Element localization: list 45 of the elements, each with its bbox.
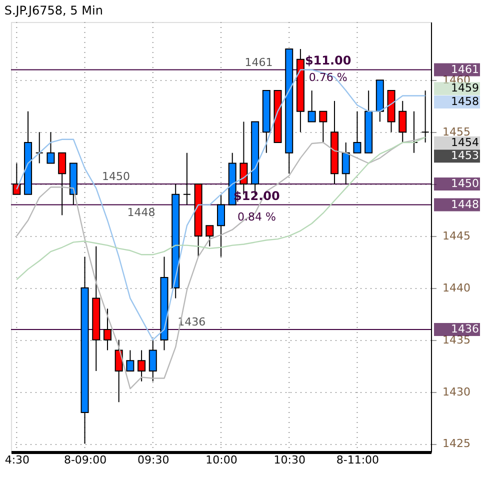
y-tick-label: 1430 [442,385,470,398]
candlestick [206,225,214,247]
y-tick-label: 1440 [442,281,470,294]
y-tick-label: 1425 [442,437,470,450]
y-tick-label: 1445 [442,229,470,242]
text: 1450 [451,177,479,190]
candlestick [342,142,350,185]
x-tick-label: 09:30 [138,454,170,466]
x-tick-label: 10:00 [206,454,238,466]
chart-title: S.JP.J6758, 5 Min [4,4,103,18]
candlestick [421,90,430,143]
candlestick [103,308,112,351]
candlestick [46,132,55,164]
candlestick [398,100,407,143]
candlestick [148,339,157,382]
text: 1461 [451,62,479,76]
x-tick-label: 10:30 [274,454,306,466]
ref-line-label: 1461 [244,56,273,69]
y-tick-label: 1435 [442,333,470,346]
annotation: 0.76 % [308,70,348,84]
candlestick [319,110,328,143]
x-tick-label: 8-09:00 [64,454,107,466]
text: 1448 [451,198,479,211]
ref-line-label: 1450 [102,170,130,184]
x-tick-label: 8-11:00 [336,454,380,466]
candlestick [114,339,123,403]
text: 1436 [451,322,479,336]
line-series [16,136,426,280]
candlestick [12,162,21,195]
ref-line-label: 1436 [178,315,206,328]
ref-line-label: 1448 [127,206,156,219]
candlestick [58,152,66,216]
text: 1458 [451,94,479,108]
candlestick [308,90,316,122]
annotation: $11.00 [304,54,352,68]
line-series [16,136,426,390]
candlestick [353,110,362,154]
candlestick [217,194,225,258]
text: 1453 [451,149,479,162]
candlestick [138,350,146,382]
candlestick [182,152,191,206]
annotation: 0.84 % [237,210,276,224]
x-tick-label: 4:30 [4,454,30,466]
candlestick [35,132,44,164]
candlestick [126,350,134,372]
